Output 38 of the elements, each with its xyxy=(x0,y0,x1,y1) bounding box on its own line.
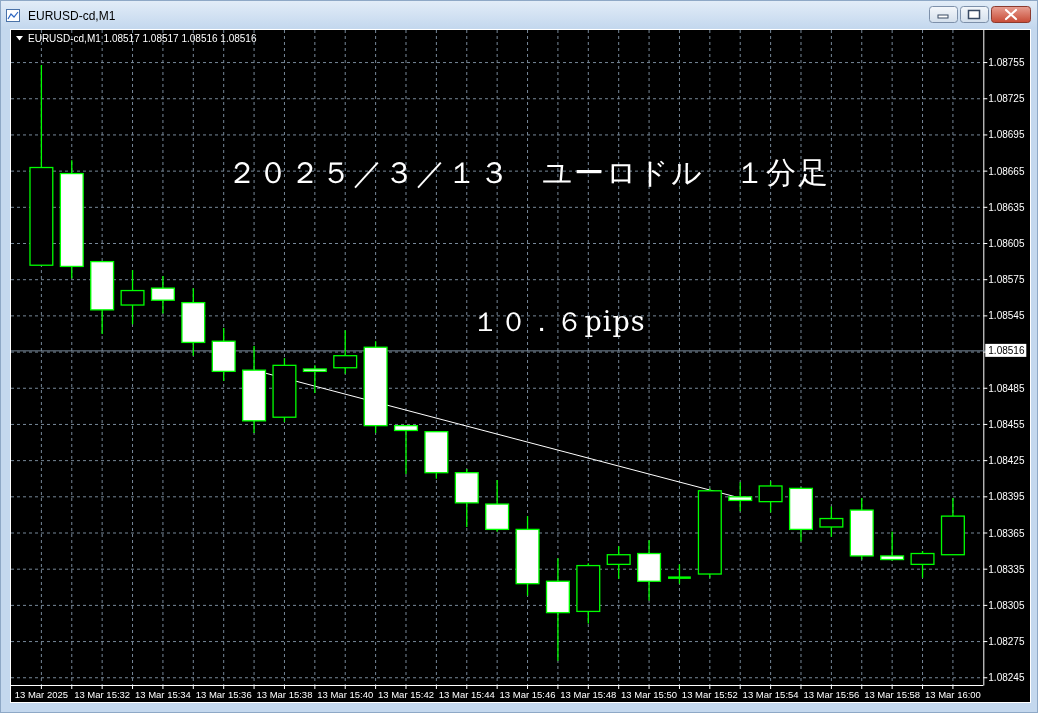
ytick-label: 1.08395 xyxy=(988,491,1025,503)
ytick-label: 1.08635 xyxy=(988,201,1025,213)
ref-line-label: 1.08516 xyxy=(988,345,1025,357)
xtick-label: 13 Mar 15:36 xyxy=(195,689,252,700)
xtick-label: 13 Mar 15:34 xyxy=(134,689,191,700)
title: EURUSD-cd,M1 xyxy=(28,9,116,23)
xtick-label: 13 Mar 15:54 xyxy=(742,689,799,700)
xtick-label: 13 Mar 15:38 xyxy=(256,689,313,700)
xtick-label: 13 Mar 15:32 xyxy=(74,689,131,700)
subtitle: EURUSD-cd,M1 1.08517 1.08517 1.08516 1.08516 xyxy=(28,33,257,44)
ytick-label: 1.08365 xyxy=(988,527,1025,539)
xtick-label: 13 Mar 15:50 xyxy=(621,689,678,700)
ytick-label: 1.08545 xyxy=(988,310,1025,322)
ytick-label: 1.08425 xyxy=(988,455,1025,467)
xtick-label: 13 Mar 15:40 xyxy=(317,689,374,700)
ytick-label: 1.08605 xyxy=(988,238,1025,249)
xtick-label: 13 Mar 16:00 xyxy=(924,689,981,700)
xtick-label: 13 Mar 15:46 xyxy=(499,689,556,700)
ytick-label: 1.08245 xyxy=(988,672,1025,684)
ytick-label: 1.08695 xyxy=(988,129,1025,141)
ytick-label: 1.08455 xyxy=(988,418,1025,430)
xtick-label: 13 Mar 15:58 xyxy=(864,689,921,700)
annotation: ２０２５／３／１３ ユーロドル １分足 xyxy=(226,155,830,190)
xtick-label: 13 Mar 15:42 xyxy=(378,689,434,700)
ytick-label: 1.08275 xyxy=(988,636,1025,648)
ytick-label: 1.08755 xyxy=(988,57,1025,69)
annotation: １０．６pips xyxy=(472,306,646,337)
xtick-label: 13 Mar 15:52 xyxy=(681,689,738,700)
ytick-label: 1.08725 xyxy=(988,93,1025,105)
ytick-label: 1.08305 xyxy=(988,599,1025,611)
xtick-label: 13 Mar 15:44 xyxy=(438,689,495,700)
xtick-label: 13 Mar 15:56 xyxy=(803,689,860,700)
ytick-label: 1.08665 xyxy=(988,165,1025,177)
ytick-label: 1.08335 xyxy=(988,563,1025,575)
ytick-label: 1.08485 xyxy=(988,382,1025,394)
xtick-label: 13 Mar 2025 xyxy=(14,689,69,700)
xtick-label: 13 Mar 15:48 xyxy=(560,689,617,700)
ytick-label: 1.08575 xyxy=(988,274,1025,286)
